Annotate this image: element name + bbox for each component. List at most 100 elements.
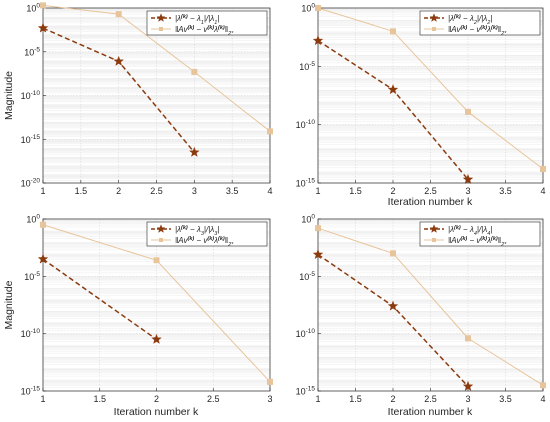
data-point	[191, 68, 198, 75]
legend-label-part: 1	[201, 20, 204, 26]
x-tick-label: 3	[267, 394, 272, 404]
legend-label-part: (k)	[491, 236, 498, 242]
y-tick-exponent: -15	[306, 178, 316, 185]
data-point	[387, 300, 399, 311]
legend-box	[146, 221, 268, 247]
series-1	[37, 253, 162, 344]
y-tick-base: 10	[21, 387, 31, 397]
legend-label-part: 2	[486, 20, 490, 26]
y-tick-exponent: -5	[309, 61, 315, 68]
legend-label-part: |	[217, 14, 219, 23]
legend-label-part: 3	[201, 231, 205, 237]
x-axis-label: Iteration number k	[114, 406, 199, 418]
legend: |λ(k) − λ2|/|λ2|‖Av(k) − v(k)λ(k)‖2*	[419, 10, 541, 37]
legend-label-part: (k)	[218, 236, 225, 242]
legend-label-part: |/|λ	[477, 14, 487, 23]
legend-label-part: ‖Av	[175, 236, 188, 245]
y-tick-label: 10-5	[24, 271, 40, 282]
y-tick-label: 10-15	[21, 386, 41, 397]
y-tick-exponent: -10	[31, 328, 41, 335]
y-tick-base: 10	[296, 329, 306, 339]
legend-label-part: 2*	[500, 31, 507, 37]
legend-label-part: ‖	[498, 236, 501, 245]
y-tick-exponent: -5	[309, 271, 315, 278]
data-point	[390, 250, 396, 257]
y-tick-exponent: -20	[31, 178, 41, 185]
x-axis-label: Iteration number k	[388, 196, 473, 208]
legend-label-part: λ	[213, 236, 218, 245]
data-point	[462, 380, 474, 391]
legend-marker	[159, 27, 163, 31]
data-point	[189, 146, 200, 157]
y-tick-exponent: -5	[34, 271, 40, 278]
series-2	[315, 225, 546, 389]
legend: |λ(k) − λ3|/|λ3|‖Av(k) − v(k)λ(k)‖2*	[146, 221, 268, 248]
y-tick-label: 10-10	[296, 328, 316, 339]
y-tick-base: 10	[26, 215, 36, 225]
x-tick-label: 3	[465, 394, 470, 404]
data-point	[390, 28, 396, 35]
legend-label-part: 2	[473, 20, 477, 26]
legend-label-part: − λ	[461, 14, 474, 23]
x-tick-label: 4	[540, 394, 545, 404]
x-tick-label: 1	[315, 394, 320, 404]
data-point	[40, 2, 46, 9]
legend-label-part: (k)	[480, 236, 487, 242]
x-tick-label: 1.5	[93, 394, 106, 404]
data-point	[429, 13, 439, 22]
data-point	[37, 253, 49, 264]
data-point	[37, 22, 49, 33]
data-point	[151, 333, 162, 344]
y-tick-base: 10	[296, 179, 306, 189]
legend-box	[146, 10, 268, 36]
data-point	[465, 108, 471, 115]
legend-label: ‖Av(k) − v(k)λ(k)‖2*	[448, 236, 507, 248]
y-tick-label: 10-20	[21, 178, 41, 189]
series-line	[42, 258, 157, 341]
x-tick-label: 3.5	[226, 186, 239, 196]
legend-label-part: 2*	[227, 242, 234, 248]
legend-label-part: − v	[467, 236, 481, 245]
axes-box	[42, 218, 271, 392]
x-tick-label: 1.5	[349, 394, 362, 404]
y-tick-label: 10-10	[21, 328, 41, 339]
y-tick-label: 100	[301, 214, 315, 225]
legend-label-part: |/|λ	[204, 225, 214, 234]
series-2	[40, 221, 273, 385]
legend-label-part: (k)	[454, 14, 461, 20]
legend-label-part: |	[217, 225, 219, 234]
x-tick-label: 3.5	[499, 186, 512, 196]
y-tick-exponent: 0	[36, 3, 40, 10]
y-tick-base: 10	[301, 215, 311, 225]
series-1	[37, 22, 200, 157]
legend-label-part: ‖Av	[175, 25, 188, 34]
legend-label-part: − v	[467, 25, 481, 34]
legend-label-part: |λ	[175, 14, 181, 23]
legend-label-part: − λ	[188, 225, 201, 234]
series-1	[312, 248, 474, 391]
legend-label-part: |	[490, 14, 492, 23]
legend-label-part: λ	[213, 25, 218, 34]
y-tick-base: 10	[21, 179, 31, 189]
legend-marker	[432, 238, 436, 242]
y-tick-label: 10-5	[299, 61, 315, 72]
y-tick-base: 10	[24, 272, 34, 282]
legend-label-part: ‖Av	[448, 236, 461, 245]
y-tick-label: 100	[301, 3, 315, 14]
legend-label-part: (k)	[480, 25, 487, 31]
legend-label-part: |	[490, 225, 492, 234]
x-tick-label: 2	[390, 186, 395, 196]
legend-label-part: (k)	[188, 25, 195, 31]
y-tick-base: 10	[24, 47, 34, 57]
x-axis-label: Iteration number k	[388, 406, 473, 418]
series-2	[315, 5, 546, 172]
legend: |λ(k) − λ1|/|λ1|‖Av(k) − v(k)λ(k)‖2*	[146, 10, 268, 37]
y-tick-exponent: -10	[31, 90, 41, 97]
legend-label-part: λ	[486, 25, 491, 34]
y-tick-label: 10-15	[296, 386, 316, 397]
legend-label-part: (k)	[181, 14, 188, 20]
x-tick-label: 2.5	[207, 394, 220, 404]
data-point	[267, 378, 273, 385]
